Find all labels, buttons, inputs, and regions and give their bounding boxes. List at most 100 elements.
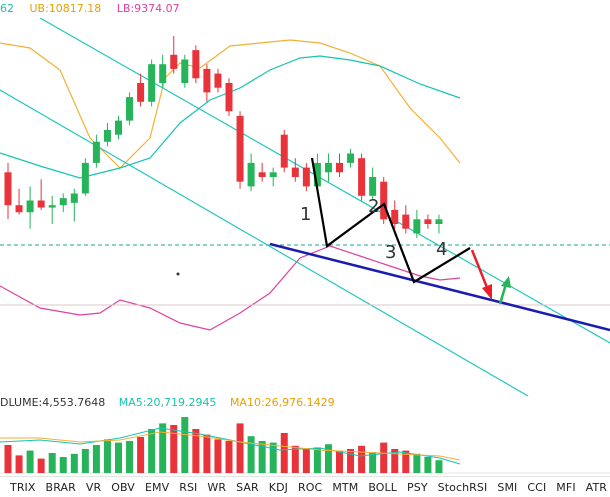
volume-bar (103, 439, 111, 473)
wave-label-1: 1 (300, 204, 311, 225)
volume-bar (48, 453, 56, 473)
up-arrow-shaft (498, 283, 508, 305)
candle-down (402, 214, 410, 229)
candle-down (291, 167, 299, 177)
candle-down (214, 73, 222, 88)
volume-chart[interactable] (0, 412, 610, 474)
tab-brar[interactable]: BRAR (45, 480, 76, 494)
volume-ma5: MA5:20,719.2945 (118, 396, 217, 409)
candle-up (115, 120, 122, 135)
wave-label-4: 4 (436, 239, 447, 260)
channel-upper-line (39, 18, 610, 344)
tab-roc[interactable]: ROC (298, 480, 323, 494)
volume-bar (313, 447, 321, 473)
candle-down (336, 162, 343, 173)
candle-down (37, 200, 45, 208)
candle-up (313, 162, 321, 187)
candle-down (380, 181, 388, 220)
tab-psy[interactable]: PSY (407, 480, 428, 494)
candle-down (391, 209, 399, 224)
candle-up (126, 97, 134, 121)
tab-vr[interactable]: VR (85, 480, 102, 494)
candle-up (369, 177, 377, 196)
candle-up (70, 193, 78, 203)
volume-bar (126, 441, 134, 473)
channel-lower-line (0, 89, 529, 396)
volume-bar (15, 455, 23, 473)
candle-down (225, 83, 233, 112)
tab-kdj[interactable]: KDJ (268, 480, 289, 494)
volume-bar (413, 453, 421, 473)
volume-bar (59, 457, 67, 473)
indicator-legend: 62 UB:10817.18 LB:9374.07 (0, 2, 192, 18)
volume-bar (380, 442, 388, 473)
indicator-tab-bar: TRIX BRAR VR OBV EMV RSI WR SAR KDJ ROC MTM BOLL PSY… (0, 476, 610, 497)
candle-down (203, 68, 211, 93)
down-arrow-shaft (470, 249, 490, 291)
candle-up (181, 59, 189, 83)
tab-stochrsi[interactable]: StochRSI (437, 480, 488, 494)
volume-bar (4, 445, 12, 473)
volume-bar (336, 450, 343, 473)
volume-bar (291, 445, 299, 473)
volume-value: DLUME:4,553.7648 (0, 396, 106, 409)
candle-up (59, 198, 67, 206)
candle-down (280, 134, 288, 168)
tab-sar[interactable]: SAR (236, 480, 259, 494)
volume-bar (236, 423, 244, 473)
volume-bar (247, 436, 255, 473)
volume-bar (358, 445, 366, 473)
up-arrow-head (501, 276, 511, 288)
volume-bar (203, 434, 211, 473)
tab-cci[interactable]: CCI (527, 480, 547, 494)
bollinger-lower-line (0, 245, 461, 331)
legend-upper-band: UB:10817.18 (29, 2, 102, 15)
candle-up (103, 130, 111, 142)
volume-ma10-line (0, 431, 461, 461)
tab-smi[interactable]: SMI (497, 480, 518, 494)
candle-up (26, 200, 34, 213)
elliott-wave-path (310, 157, 471, 284)
bollinger-upper-line (0, 39, 461, 169)
tab-mtm[interactable]: MTM (332, 480, 359, 494)
volume-bar (170, 425, 178, 473)
candle-down (236, 115, 244, 182)
tab-atr[interactable]: ATR (585, 480, 608, 494)
tab-trix[interactable]: TRIX (10, 480, 36, 494)
candle-up (324, 162, 332, 173)
volume-bar (369, 452, 377, 473)
tab-boll[interactable]: BOLL (368, 480, 397, 494)
tab-mfi[interactable]: MFI (556, 480, 576, 494)
candle-up (435, 219, 443, 224)
candle-down (358, 158, 366, 196)
price-chart[interactable]: 1 2 3 4 (0, 18, 610, 396)
volume-bar (192, 429, 200, 473)
volume-bar (214, 439, 222, 473)
volume-bar (181, 417, 189, 473)
candle-down (15, 205, 23, 213)
tab-obv[interactable]: OBV (111, 480, 135, 494)
marker-dot (176, 272, 180, 276)
candle-up (413, 219, 421, 234)
volume-ma10: MA10:26,976.1429 (229, 396, 335, 409)
wave-label-3: 3 (385, 242, 396, 263)
candle-up (269, 172, 277, 177)
tab-emv[interactable]: EMV (144, 480, 170, 494)
volume-bar (435, 460, 443, 473)
volume-bar (402, 450, 410, 473)
legend-prefix: 62 (0, 2, 14, 15)
tab-rsi[interactable]: RSI (179, 480, 198, 494)
candle-down (258, 172, 266, 177)
candle-down (137, 83, 145, 102)
tab-wr[interactable]: WR (207, 480, 227, 494)
down-arrow-head (482, 284, 492, 300)
volume-bar (81, 449, 89, 473)
volume-bar (115, 442, 122, 473)
volume-bar (347, 449, 355, 473)
candle-down (302, 167, 310, 187)
volume-bar (258, 441, 266, 473)
candle-down (424, 219, 432, 224)
volume-bar (37, 458, 45, 473)
candle-up (247, 162, 255, 187)
volume-bar (424, 457, 432, 473)
